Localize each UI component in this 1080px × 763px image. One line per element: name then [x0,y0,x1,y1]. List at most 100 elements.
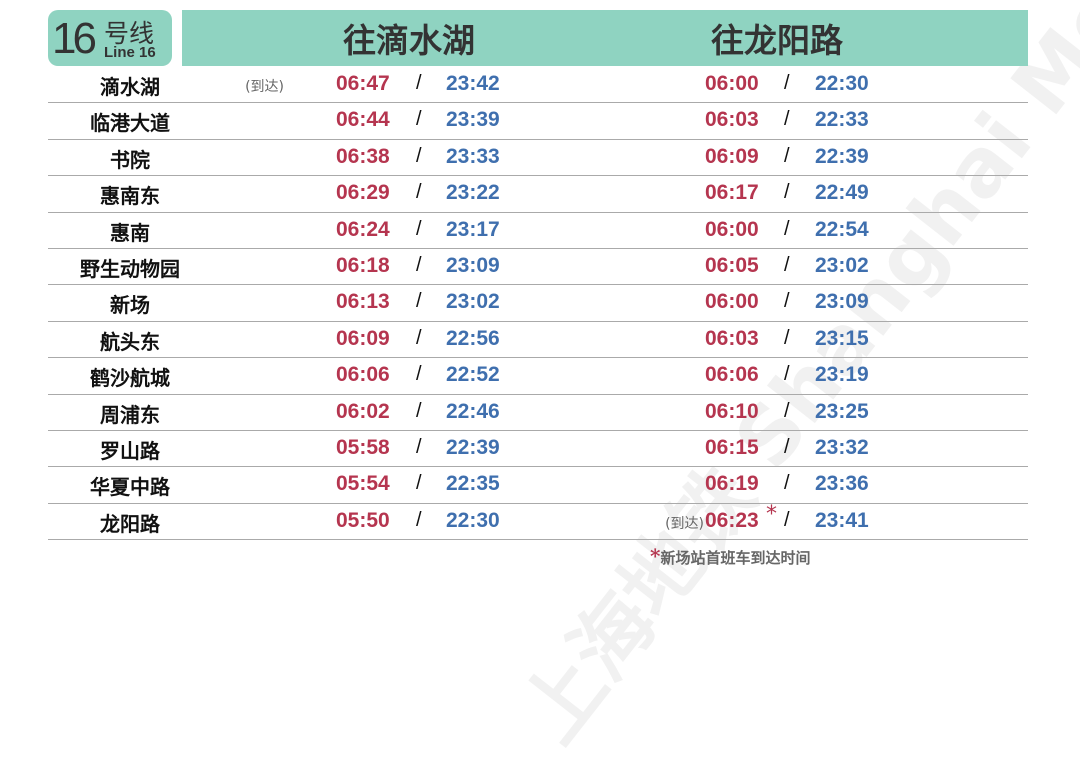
last-train-longyanglu: 23:41 [815,508,869,532]
arrive-label: (到达) [245,79,284,95]
arrive-label: (到达) [665,515,704,532]
table-row: 书院 06:38 / 23:33 06:09 / 22:39 [48,140,1028,177]
separator: / [416,399,422,422]
last-train-longyanglu: 23:25 [815,399,869,423]
station-name: 惠南 [110,220,150,245]
separator: / [784,399,790,422]
first-train-dishuihu: 05:54 [336,472,390,496]
line-hao: 号线 [104,19,155,48]
table-row: 惠南东 06:29 / 23:22 06:17 / 22:49 [48,176,1028,213]
last-train-longyanglu: 22:49 [815,181,869,205]
first-train-dishuihu: 06:18 [336,254,390,277]
separator: / [416,217,422,240]
station-name: 野生动物园 [80,257,180,281]
table-row: 航头东 06:09 / 22:56 06:03 / 23:15 [48,322,1028,359]
station-name: 航头东 [100,329,160,354]
separator: / [416,108,422,131]
table-row: 野生动物园 06:18 / 23:09 06:05 / 23:02 [48,249,1028,286]
first-train-dishuihu: 05:50 [336,508,390,532]
separator: / [416,290,422,313]
first-train-longyanglu: 06:05 [705,254,759,277]
separator: / [784,181,790,204]
table-row: 周浦东 06:02 / 22:46 06:10 / 23:25 [48,395,1028,431]
station-name: 临港大道 [90,111,170,136]
station-name: 书院 [110,147,150,172]
last-train-dishuihu: 23:17 [446,217,500,241]
separator: / [784,144,790,167]
first-train-longyanglu: 06:00 [705,290,759,314]
footnote-text: 新场站首班车到达时间 [660,549,811,567]
first-train-longyanglu: 06:23 [705,508,759,532]
last-train-dishuihu: 23:09 [446,254,500,277]
table-row: 新场 06:13 / 23:02 06:00 / 23:09 [48,285,1028,322]
first-train-dishuihu: 06:09 [336,326,390,350]
table-row: 罗山路 05:58 / 22:39 06:15 / 23:32 [48,431,1028,468]
first-train-dishuihu: 06:06 [336,363,390,387]
separator: / [416,472,422,495]
last-train-longyanglu: 23:36 [815,472,869,496]
first-train-dishuihu: 06:38 [336,144,390,168]
last-train-longyanglu: 23:19 [815,363,869,387]
last-train-dishuihu: 23:02 [446,290,500,314]
last-train-longyanglu: 22:33 [815,108,869,132]
separator: / [416,181,422,204]
table-row: 滴水湖 (到达) 06:47 / 23:42 06:00 / 22:30 [48,67,1028,104]
last-train-longyanglu: 23:02 [815,254,869,277]
station-name: 惠南东 [100,184,160,209]
separator: / [416,508,422,531]
first-train-dishuihu: 05:58 [336,436,390,459]
last-train-longyanglu: 22:30 [815,72,869,95]
first-train-longyanglu: 06:19 [705,472,759,496]
star-mark: * [766,501,777,527]
separator: / [416,326,422,349]
last-train-dishuihu: 22:46 [446,399,500,423]
last-train-longyanglu: 23:15 [815,326,869,350]
first-train-dishuihu: 06:47 [336,72,390,95]
first-train-dishuihu: 06:44 [336,108,390,132]
first-train-longyanglu: 06:03 [705,326,759,350]
station-name: 周浦东 [100,402,160,427]
separator: / [416,436,422,458]
header-bar [182,10,1028,66]
direction-dishuihu: 往滴水湖 [343,21,475,60]
footnote-star: * [650,544,661,568]
first-train-longyanglu: 06:00 [705,72,759,95]
first-train-longyanglu: 06:17 [705,181,759,205]
station-name: 华夏中路 [90,475,170,500]
table-row: 鹤沙航城 06:06 / 22:52 06:06 / 23:19 [48,358,1028,395]
separator: / [416,72,422,94]
line-en: Line 16 [104,44,156,61]
table-row: 惠南 06:24 / 23:17 06:00 / 22:54 [48,213,1028,249]
first-train-dishuihu: 06:13 [336,290,390,314]
separator: / [784,436,790,458]
last-train-dishuihu: 23:42 [446,72,500,95]
last-train-longyanglu: 23:09 [815,290,869,314]
separator: / [784,472,790,495]
separator: / [784,108,790,131]
footnote: *新场站首班车到达时间 [650,544,810,568]
station-name: 鹤沙航城 [90,366,170,391]
separator: / [784,363,790,386]
table-row: 华夏中路 05:54 / 22:35 06:19 / 23:36 [48,467,1028,504]
first-train-longyanglu: 06:03 [705,108,759,132]
first-train-dishuihu: 06:29 [336,181,390,205]
first-train-longyanglu: 06:06 [705,363,759,387]
station-name: 新场 [110,293,150,318]
first-train-longyanglu: 06:10 [705,399,759,423]
station-name: 罗山路 [100,439,160,463]
last-train-longyanglu: 22:39 [815,144,869,168]
last-train-longyanglu: 22:54 [815,217,869,241]
separator: / [784,326,790,349]
last-train-dishuihu: 23:33 [446,144,500,168]
separator: / [784,508,790,531]
last-train-dishuihu: 23:39 [446,108,500,132]
table-row: 龙阳路 05:50 / 22:30 (到达) 06:23 * / 23:41 [48,501,1028,541]
station-name: 龙阳路 [100,511,160,536]
line-badge: 16 号线 Line 16 [48,10,172,66]
separator: / [416,363,422,386]
direction-longyanglu: 往龙阳路 [711,21,843,60]
separator: / [784,290,790,313]
last-train-dishuihu: 22:39 [446,436,500,459]
last-train-dishuihu: 22:30 [446,508,500,532]
separator: / [416,144,422,167]
